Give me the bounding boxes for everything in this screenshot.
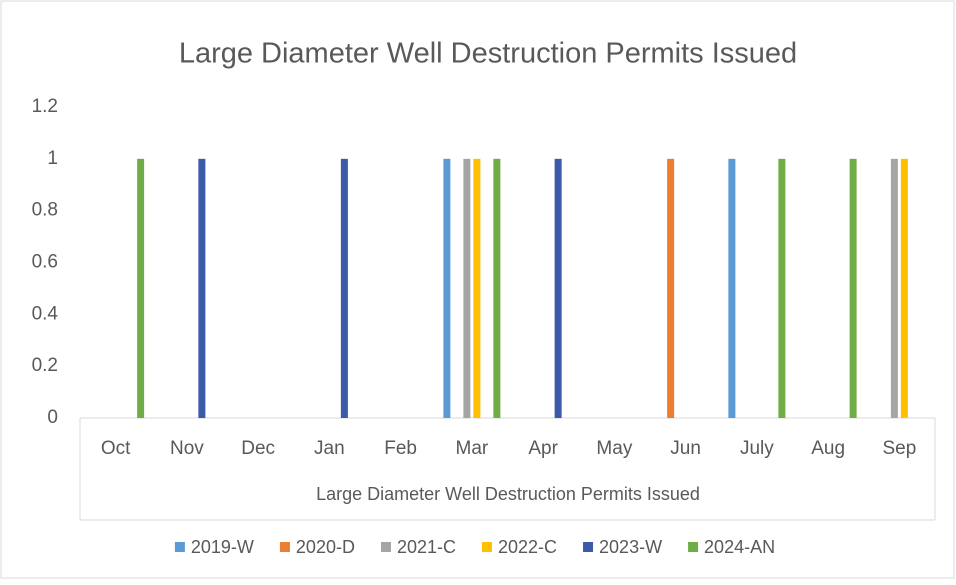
x-tick-label: Oct — [101, 438, 131, 459]
legend-label: 2021-C — [397, 537, 456, 557]
legend-swatch — [688, 542, 699, 552]
legend-label: 2023-W — [599, 537, 662, 557]
y-tick-label: 0.4 — [32, 303, 59, 324]
legend-swatch — [279, 542, 290, 552]
x-tick-label: Aug — [811, 438, 845, 459]
legend-label: 2024-AN — [704, 537, 775, 557]
y-tick-label: 0.6 — [32, 252, 58, 273]
legend-swatch — [583, 542, 594, 552]
x-tick-label: Dec — [241, 438, 275, 459]
bar — [493, 158, 501, 419]
legend-label: 2019-W — [191, 537, 254, 557]
bar — [849, 158, 857, 419]
x-tick-label: July — [740, 438, 774, 459]
bar — [473, 158, 481, 419]
x-tick-label: May — [596, 438, 632, 459]
x-tick-label: Feb — [384, 438, 417, 459]
x-tick-label: Jan — [314, 438, 345, 459]
bar — [137, 158, 145, 419]
chart-title: Large Diameter Well Destruction Permits … — [179, 38, 797, 70]
bar — [778, 158, 786, 419]
y-tick-label: 1 — [47, 148, 58, 169]
x-tick-label: Jun — [670, 438, 701, 459]
bar — [554, 158, 562, 419]
y-tick-label: 0.2 — [32, 355, 58, 376]
legend-swatch — [481, 542, 492, 552]
x-axis-title: Large Diameter Well Destruction Permits … — [316, 484, 700, 504]
bar — [198, 158, 206, 419]
bar — [900, 158, 908, 419]
y-tick-label: 0 — [47, 407, 58, 428]
x-tick-label: Nov — [170, 438, 204, 459]
x-tick-label: Sep — [882, 438, 916, 459]
bar — [728, 158, 736, 419]
x-tick-label: Mar — [456, 438, 489, 459]
legend-swatch — [380, 542, 391, 552]
y-tick-label: 0.8 — [32, 200, 58, 221]
bar — [463, 158, 471, 419]
legend-label: 2022-C — [498, 537, 557, 557]
bar — [667, 158, 675, 419]
legend-label: 2020-D — [296, 537, 355, 557]
y-tick-label: 1.2 — [32, 96, 58, 117]
legend-swatch — [174, 542, 185, 552]
x-tick-label: Apr — [528, 438, 558, 459]
bar — [340, 158, 348, 419]
bar — [890, 158, 898, 419]
bar — [443, 158, 451, 419]
